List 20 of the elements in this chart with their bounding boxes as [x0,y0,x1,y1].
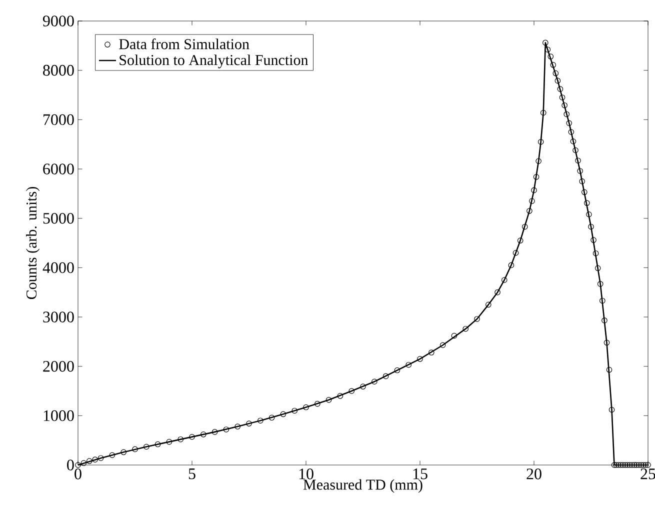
y-tick-label: 3000 [43,312,74,322]
y-tick-label: 7000 [44,114,74,126]
y-axis-title: Counts (arb. units) [26,187,40,300]
y-tick-label: 9000 [42,16,74,26]
legend-label: Solution to Analytical Function [120,54,308,68]
y-tick-label: 2000 [43,360,74,372]
legend-label: Data from Simulation [119,38,250,50]
x-tick-label: 0 [74,468,82,480]
y-tick-label: 0 [67,460,74,470]
x-tick-label: 25 [640,468,655,480]
y-tick-label: 6000 [43,164,74,174]
y-tick-label: 4000 [42,262,74,274]
x-tick-label: 15 [413,468,428,480]
x-tick-label: 10 [299,468,314,480]
y-tick-label: 5000 [43,212,74,224]
x-axis-title: Measured TD (mm) [303,479,422,493]
x-tick-label: 5 [188,468,196,480]
x-tick-label: 20 [526,468,542,480]
y-tick-label: 8000 [43,64,74,76]
y-tick-label: 1000 [44,410,74,422]
